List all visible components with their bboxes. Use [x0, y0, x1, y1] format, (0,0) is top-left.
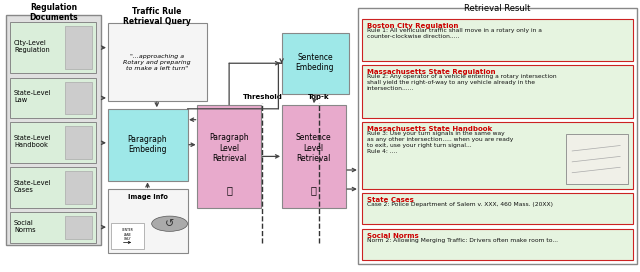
Bar	[362, 19, 633, 61]
Bar	[358, 8, 637, 264]
Bar	[65, 171, 92, 204]
Text: Top-k: Top-k	[308, 94, 330, 100]
Text: Paragraph
Level
Retrieval: Paragraph Level Retrieval	[209, 133, 249, 163]
Bar	[282, 105, 346, 208]
Bar	[6, 15, 101, 245]
Bar	[10, 22, 96, 73]
Bar	[10, 78, 96, 118]
Bar	[362, 65, 633, 118]
Text: Paragraph
Embeding: Paragraph Embeding	[127, 135, 167, 154]
Bar	[10, 167, 96, 208]
Bar	[362, 229, 633, 260]
Bar	[108, 23, 207, 101]
Text: Massachusetts State Handbook: Massachusetts State Handbook	[367, 126, 492, 132]
Text: Sentence
Embeding: Sentence Embeding	[296, 53, 334, 72]
Circle shape	[152, 216, 188, 231]
Bar	[10, 122, 96, 163]
Text: Case 2: Police Department of Salem v. XXX, 460 Mass. (20XX): Case 2: Police Department of Salem v. XX…	[367, 202, 553, 207]
Text: State-Level
Handbook: State-Level Handbook	[14, 135, 52, 148]
Bar	[362, 122, 633, 189]
Bar	[65, 82, 92, 114]
Text: CENTER: CENTER	[122, 228, 133, 232]
Text: State-Level
Cases: State-Level Cases	[14, 180, 52, 193]
Bar	[362, 193, 633, 224]
Text: Social
Norms: Social Norms	[14, 220, 36, 233]
Text: Social Norms: Social Norms	[367, 233, 419, 239]
Text: Regulation
Documents: Regulation Documents	[29, 3, 78, 22]
Bar	[108, 109, 188, 181]
Text: "...approaching a
Rotary and preparing
to make a left turn": "...approaching a Rotary and preparing t…	[123, 54, 191, 71]
Text: ONLY: ONLY	[124, 237, 131, 241]
Text: Rule 2: Any operator of a vehicle entering a rotary intersection
shall yield the: Rule 2: Any operator of a vehicle enteri…	[367, 74, 556, 91]
Text: ↺: ↺	[165, 219, 174, 229]
Text: Threshold: Threshold	[243, 94, 282, 100]
Text: Image Info: Image Info	[127, 194, 168, 200]
Text: 🔍: 🔍	[310, 186, 317, 195]
Bar	[10, 212, 96, 243]
Bar	[197, 105, 261, 208]
Text: State-Level
Law: State-Level Law	[14, 90, 52, 103]
Text: Boston City Regulation: Boston City Regulation	[367, 23, 458, 29]
Bar	[566, 134, 628, 184]
Text: Rule 1: All vehicular traffic shall move in a rotary only in a
counter-clockwise: Rule 1: All vehicular traffic shall move…	[367, 28, 541, 39]
Text: Traffic Rule
Retrieval Query: Traffic Rule Retrieval Query	[123, 7, 191, 26]
Bar	[108, 189, 188, 253]
Text: Retrieval Result: Retrieval Result	[464, 4, 531, 13]
Text: LANE: LANE	[124, 233, 131, 237]
Text: City-Level
Regulation: City-Level Regulation	[14, 40, 50, 53]
Text: Sentence
Level
Retrieval: Sentence Level Retrieval	[296, 133, 332, 163]
Text: Massachusetts State Regulation: Massachusetts State Regulation	[367, 69, 495, 75]
Text: Norm 2: Allowing Merging Traffic: Drivers often make room to...: Norm 2: Allowing Merging Traffic: Driver…	[367, 238, 557, 243]
Text: Rule 3: Use your turn signals in the same way
as any other intersection..... whe: Rule 3: Use your turn signals in the sam…	[367, 131, 513, 154]
Bar	[282, 33, 349, 94]
Text: State Cases: State Cases	[367, 197, 413, 203]
Bar	[111, 223, 144, 249]
Text: 🔍: 🔍	[226, 186, 232, 195]
Bar	[65, 216, 92, 239]
Bar	[65, 126, 92, 159]
Bar	[65, 26, 92, 69]
